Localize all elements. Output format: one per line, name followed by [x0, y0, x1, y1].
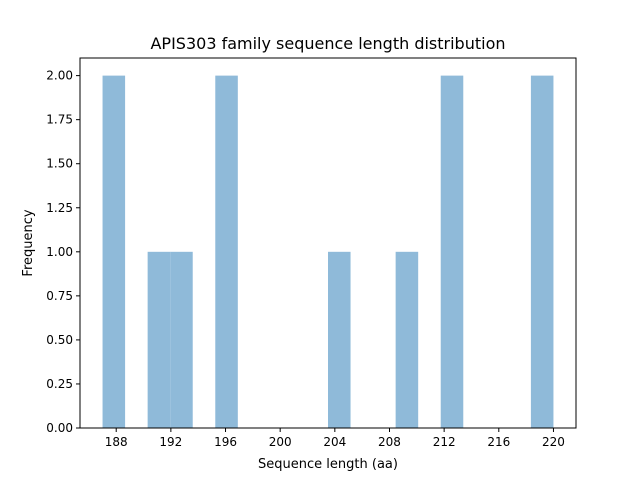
y-tick-label: 0.00	[46, 421, 73, 435]
histogram-bar	[170, 251, 193, 428]
histogram-bar	[147, 251, 171, 428]
chart-title: APIS303 family sequence length distribut…	[150, 34, 505, 53]
y-tick-label: 1.25	[46, 201, 73, 215]
y-tick-label: 2.00	[46, 69, 73, 83]
x-tick-label: 196	[214, 435, 237, 449]
x-tick-label: 200	[269, 435, 292, 449]
y-tick-label: 1.75	[46, 113, 73, 127]
histogram-bar	[102, 75, 126, 428]
x-tick-label: 212	[433, 435, 456, 449]
x-tick-label: 220	[542, 435, 565, 449]
histogram-bar	[440, 75, 464, 428]
y-tick-label: 1.50	[46, 157, 73, 171]
x-tick-label: 188	[105, 435, 128, 449]
y-tick-label: 1.00	[46, 245, 73, 259]
histogram-bar	[395, 251, 419, 428]
x-tick-label: 204	[323, 435, 346, 449]
x-tick-label: 216	[487, 435, 510, 449]
histogram-bar	[215, 75, 238, 428]
x-tick-label: 208	[378, 435, 401, 449]
x-axis-ticks: 188 192 196 200 204 208 212 216 220	[105, 428, 565, 449]
y-axis-label: Frequency	[21, 209, 36, 276]
y-tick-label: 0.50	[46, 333, 73, 347]
y-tick-label: 0.75	[46, 289, 73, 303]
plot-frame	[79, 57, 577, 429]
y-tick-label: 0.25	[46, 377, 73, 391]
x-axis-label: Sequence length (aa)	[258, 457, 398, 472]
x-tick-label: 192	[159, 435, 182, 449]
histogram-bar	[328, 251, 351, 428]
histogram-bar	[530, 75, 554, 428]
y-axis-ticks: 0.00 0.25 0.50 0.75 1.00 1.25 1.50 1.75 2.00	[46, 69, 80, 435]
bars-group	[102, 75, 554, 428]
